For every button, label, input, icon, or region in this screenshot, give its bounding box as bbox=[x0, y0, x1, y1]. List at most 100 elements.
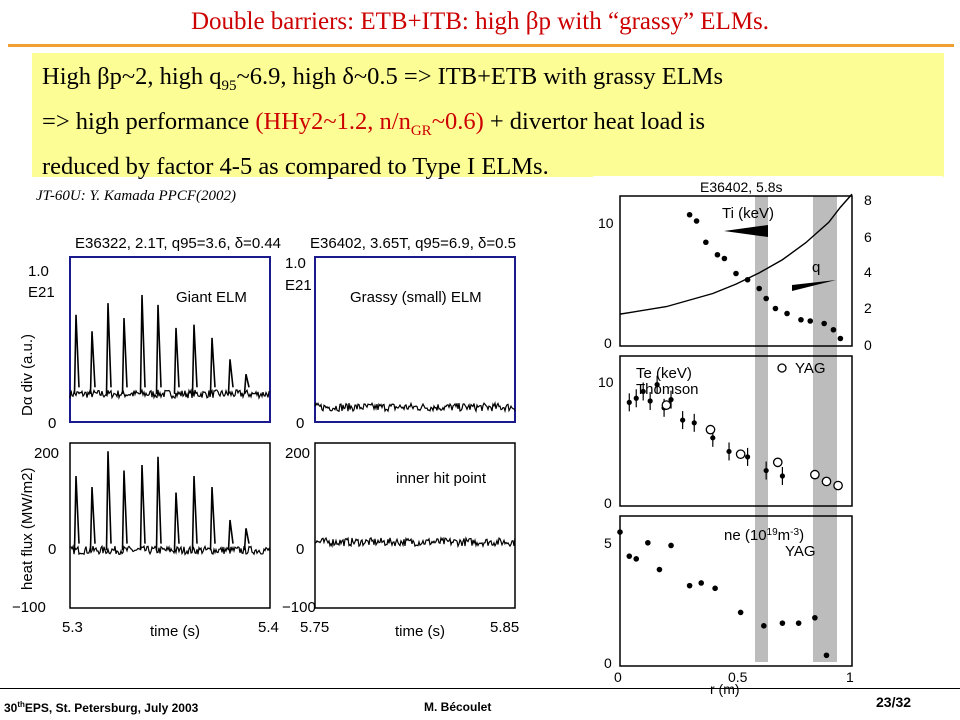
ne-data-point bbox=[812, 614, 818, 621]
right-top-title: E36402, 5.8s bbox=[700, 179, 783, 195]
left-bottom-ytick-zero: 0 bbox=[48, 541, 56, 558]
elm-spike bbox=[155, 456, 162, 551]
right-middle-thomson-label: Thomson bbox=[636, 381, 699, 398]
middle-panel-title: E36402, 3.65T, q95=6.9, δ=0.5 bbox=[310, 235, 516, 252]
right-top-ti-label: Ti (keV) bbox=[722, 205, 774, 222]
middle-bottom-ytick-zero: 0 bbox=[296, 541, 304, 558]
elm-spike bbox=[191, 475, 198, 551]
elm-spike bbox=[209, 486, 216, 551]
yag-legend-marker bbox=[777, 363, 787, 373]
ne-data-point bbox=[823, 652, 830, 659]
summary-text: + divertor heat load is bbox=[483, 107, 706, 135]
ti-data-point bbox=[830, 326, 837, 333]
thomson-data-point bbox=[640, 388, 646, 395]
summary-line-2: => high performance (HHy2~1.2, n/nGR~0.6… bbox=[42, 104, 934, 149]
frame-right-bottom bbox=[619, 515, 853, 667]
ti-data-point bbox=[686, 211, 693, 218]
yag-data-point bbox=[821, 476, 832, 487]
right-middle-yag-label: YAG bbox=[795, 360, 826, 377]
footer-author: M. Bécoulet bbox=[424, 700, 492, 714]
frame-right-top bbox=[619, 195, 853, 347]
elm-spike bbox=[73, 314, 80, 394]
ti-axis-arrow bbox=[724, 225, 768, 237]
summary-subscript: GR bbox=[410, 122, 432, 139]
middle-bottom-annotation: inner hit point bbox=[396, 470, 487, 487]
middle-bottom-xtick-start: 5.75 bbox=[300, 619, 329, 636]
ti-data-point bbox=[798, 316, 804, 323]
left-top-ytick-max: 1.0 bbox=[28, 263, 49, 280]
yag-data-point bbox=[810, 469, 820, 480]
footer-divider bbox=[0, 688, 960, 689]
elm-spike bbox=[243, 373, 250, 395]
right-top-q-tick-2: 2 bbox=[864, 300, 872, 316]
elm-spike bbox=[121, 470, 128, 551]
left-top-ytick-zero: 0 bbox=[48, 415, 56, 432]
ne-data-point bbox=[626, 553, 633, 559]
yag-data-point bbox=[772, 457, 783, 468]
thomson-data-point bbox=[633, 395, 639, 401]
frame-left-bottom bbox=[69, 442, 271, 609]
elm-spike bbox=[89, 486, 96, 551]
pedestal-band-outer bbox=[813, 196, 837, 662]
ti-data-point bbox=[756, 285, 762, 292]
elm-spike bbox=[191, 324, 198, 394]
slide-title: Double barriers: ETB+ITB: high βp with “… bbox=[190, 8, 770, 35]
thomson-data-point bbox=[668, 397, 674, 403]
summary-subscript: 95 bbox=[221, 77, 237, 94]
ti-data-point bbox=[721, 255, 728, 262]
thomson-data-point bbox=[710, 435, 716, 441]
ti-data-point bbox=[703, 239, 709, 246]
left-bottom-ytick-max: 200 bbox=[34, 445, 59, 462]
yag-data-point bbox=[833, 480, 843, 491]
thomson-data-point bbox=[779, 473, 786, 479]
right-bottom-ytick-max: 5 bbox=[604, 535, 612, 551]
elm-spike bbox=[209, 337, 216, 394]
ti-data-point bbox=[821, 320, 827, 327]
middle-top-annotation: Grassy (small) ELM bbox=[350, 289, 482, 306]
summary-text: => high performance bbox=[42, 107, 256, 135]
thomson-data-point bbox=[763, 467, 769, 474]
frame-middle-bottom bbox=[314, 442, 516, 609]
middle-bottom-xtick-end: 5.85 bbox=[490, 619, 519, 636]
frame-right-middle bbox=[619, 355, 853, 507]
elm-spike bbox=[227, 519, 234, 551]
elm-spike bbox=[105, 451, 112, 551]
right-bottom-ne-label: ne (1019m-3) bbox=[724, 527, 804, 544]
left-top-ylabel: Dα div (a.u.) bbox=[19, 334, 36, 416]
thomson-data-point bbox=[647, 398, 653, 404]
summary-line-1: High βp~2, high q95~6.9, high δ~0.5 => I… bbox=[42, 59, 934, 104]
left-top-annotation: Giant ELM bbox=[176, 289, 247, 306]
ne-data-point bbox=[712, 585, 718, 592]
right-bottom-ytick-zero: 0 bbox=[604, 655, 612, 671]
yag-data-point bbox=[661, 400, 672, 410]
right-middle-ytick-max: 10 bbox=[598, 374, 614, 390]
ne-data-point bbox=[645, 539, 651, 546]
left-bottom-ylabel: heat flux (MW/m2) bbox=[19, 467, 36, 590]
right-middle-ytick-zero: 0 bbox=[604, 495, 612, 511]
pedestal-band-inner bbox=[755, 196, 768, 662]
title-divider bbox=[8, 44, 954, 47]
summary-text: ~6.9, high δ~0.5 => ITB+ETB with grassy … bbox=[236, 63, 723, 90]
middle-bottom-xlabel: time (s) bbox=[395, 623, 445, 640]
elm-spike bbox=[227, 359, 234, 394]
summary-performance-text: (HHy2~1.2, n/n bbox=[255, 107, 411, 135]
page-number: 23/32 bbox=[876, 694, 912, 710]
ne-data-point bbox=[686, 582, 693, 589]
trace-panel-1 bbox=[69, 544, 271, 556]
ti-data-point bbox=[763, 295, 769, 302]
ne-data-point bbox=[617, 529, 623, 535]
yag-data-point bbox=[705, 424, 716, 435]
trace-panel-2 bbox=[314, 400, 516, 414]
thomson-data-point bbox=[654, 382, 660, 388]
thomson-data-point bbox=[745, 454, 751, 460]
middle-bottom-ytick-max: 200 bbox=[285, 445, 310, 462]
elm-spike bbox=[155, 304, 162, 394]
ti-data-point bbox=[807, 318, 814, 324]
frame-left-top bbox=[69, 256, 271, 423]
right-top-q-label: q bbox=[812, 259, 820, 276]
ti-data-point bbox=[772, 305, 779, 312]
elm-spike bbox=[243, 528, 250, 551]
elm-spike bbox=[121, 318, 128, 394]
yag-data-point bbox=[735, 449, 746, 460]
trace-layer bbox=[69, 294, 516, 556]
